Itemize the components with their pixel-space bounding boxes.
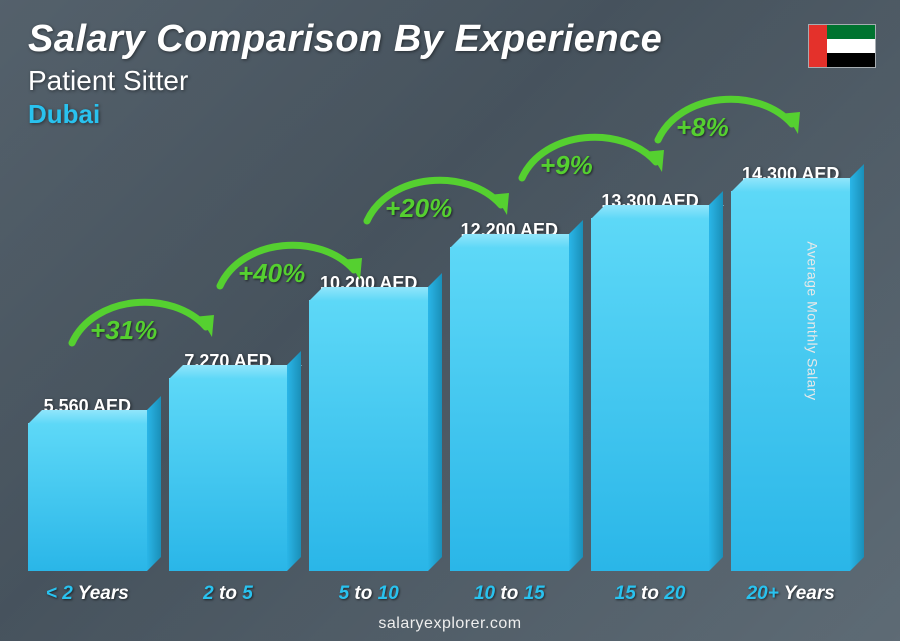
x-label-2: 5 to 10 bbox=[309, 583, 428, 605]
x-axis-labels: < 2 Years 2 to 5 5 to 10 10 to 15 15 to 20 20… bbox=[28, 583, 850, 605]
bar-rect bbox=[309, 300, 428, 571]
increment-label-1: +40% bbox=[238, 258, 305, 289]
flag-stripe-0 bbox=[827, 25, 875, 39]
bar-5: 14,300 AED bbox=[731, 164, 850, 571]
increment-label-3: +9% bbox=[540, 150, 593, 181]
job-title: Patient Sitter bbox=[28, 65, 662, 97]
bar-rect bbox=[28, 423, 147, 571]
x-label-5: 20+ Years bbox=[731, 583, 850, 605]
bar-0: 5,560 AED bbox=[28, 396, 147, 571]
flag-stripe-2 bbox=[827, 53, 875, 67]
y-axis-label: Average Monthly Salary bbox=[804, 241, 820, 400]
increment-label-2: +20% bbox=[385, 193, 452, 224]
x-label-3: 10 to 15 bbox=[450, 583, 569, 605]
bar-3: 12,200 AED bbox=[450, 220, 569, 571]
x-label-0: < 2 Years bbox=[28, 583, 147, 605]
bar-1: 7,270 AED bbox=[169, 351, 288, 571]
flag-stripe-1 bbox=[827, 39, 875, 53]
increment-label-0: +31% bbox=[90, 315, 157, 346]
flag-uae bbox=[808, 24, 876, 68]
x-label-4: 15 to 20 bbox=[591, 583, 710, 605]
bar-rect bbox=[169, 378, 288, 571]
x-label-1: 2 to 5 bbox=[169, 583, 288, 605]
footer-credit: salaryexplorer.com bbox=[0, 615, 900, 633]
bar-2: 10,200 AED bbox=[309, 273, 428, 571]
bar-rect bbox=[591, 218, 710, 571]
bar-rect bbox=[731, 191, 850, 571]
flag-red-bar bbox=[809, 25, 827, 67]
increment-label-4: +8% bbox=[676, 112, 729, 143]
page-title: Salary Comparison By Experience bbox=[28, 18, 662, 61]
bar-4: 13,300 AED bbox=[591, 191, 710, 571]
bar-rect bbox=[450, 247, 569, 571]
